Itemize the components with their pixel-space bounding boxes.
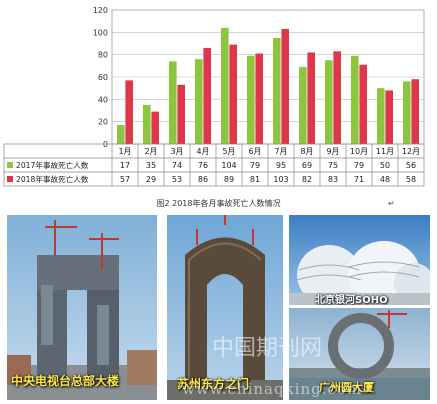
bar-2018 <box>177 84 185 144</box>
data-label: 74 <box>172 161 182 170</box>
legend-label: 2018年事故死亡人数 <box>16 174 89 184</box>
data-label: 71 <box>354 175 364 184</box>
photo-galaxy-soho: 北京银河SOHO <box>289 215 430 305</box>
y-tick-label: 80 <box>98 51 108 60</box>
x-tick-label: 12月 <box>402 147 420 156</box>
x-tick-label: 10月 <box>350 147 368 156</box>
photo-label-cctv: 中央电视台总部大楼 <box>11 374 120 388</box>
legend-swatch <box>7 162 13 168</box>
cctv-building-illustration <box>7 220 157 400</box>
bar-2017 <box>299 66 307 144</box>
y-tick-label: 40 <box>98 95 108 104</box>
data-label: 75 <box>328 161 338 170</box>
data-label: 79 <box>354 161 364 170</box>
x-tick-label: 8月 <box>300 147 313 156</box>
x-tick-label: 9月 <box>326 147 339 156</box>
data-label: 95 <box>276 161 286 170</box>
figure-caption: 图2 2018年各月事故死亡人数情况 ↵ <box>0 198 437 209</box>
photo-suzhou-gate: 苏州东方之门 <box>167 215 283 400</box>
bar-2018 <box>385 90 393 144</box>
bar-2018 <box>255 53 263 144</box>
y-tick-label: 120 <box>93 6 108 15</box>
data-label: 104 <box>221 161 236 170</box>
data-label: 103 <box>273 175 288 184</box>
x-tick-label: 1月 <box>118 147 131 156</box>
data-label: 89 <box>224 175 234 184</box>
data-label: 58 <box>406 175 416 184</box>
photo-cctv-building: 中央电视台总部大楼 <box>7 215 157 400</box>
galaxy-soho-illustration <box>289 241 430 305</box>
data-label: 69 <box>302 161 312 170</box>
photo-guangzhou-circle: 广州圆大厦 <box>289 308 430 400</box>
data-label: 48 <box>380 175 390 184</box>
data-label: 35 <box>146 161 156 170</box>
photo-label-suzhou: 苏州东方之门 <box>177 377 250 391</box>
bar-2018 <box>229 44 237 144</box>
data-label: 76 <box>198 161 208 170</box>
bar-2018 <box>359 64 367 144</box>
bar-2017 <box>169 61 177 144</box>
photo-label-galaxy-soho: 北京银河SOHO <box>315 295 388 305</box>
data-label: 81 <box>250 175 260 184</box>
data-label: 83 <box>328 175 338 184</box>
data-label: 82 <box>302 175 312 184</box>
data-label: 17 <box>120 161 130 170</box>
photo-label-guangzhou: 广州圆大厦 <box>319 381 374 394</box>
caption-text: 图2 2018年各月事故死亡人数情况 <box>156 199 281 208</box>
x-tick-label: 3月 <box>170 147 183 156</box>
guangzhou-circle-illustration <box>289 310 430 400</box>
data-label: 86 <box>198 175 208 184</box>
bar-2017 <box>143 104 151 144</box>
x-tick-label: 5月 <box>222 147 235 156</box>
bar-2018 <box>333 51 341 144</box>
x-tick-label: 4月 <box>196 147 209 156</box>
data-label: 79 <box>250 161 260 170</box>
bar-2017 <box>117 125 125 144</box>
y-axis: 0 20 40 60 80 100 120 <box>93 6 108 149</box>
data-label: 53 <box>172 175 182 184</box>
bar-2018 <box>307 52 315 144</box>
bar-2018 <box>203 47 211 144</box>
x-tick-label: 11月 <box>376 147 394 156</box>
bar-2017 <box>221 27 229 144</box>
y-tick-label: 0 <box>103 140 108 149</box>
legend-label: 2017年事故死亡人数 <box>16 160 89 170</box>
x-tick-label: 7月 <box>274 147 287 156</box>
bar-2017 <box>273 37 281 144</box>
data-label: 57 <box>120 175 130 184</box>
bar-2018 <box>411 79 419 144</box>
bar-2017 <box>351 55 359 144</box>
bar-2017 <box>403 81 411 144</box>
bar-2017 <box>325 60 333 144</box>
bar-2018 <box>281 28 289 144</box>
data-label: 50 <box>380 161 390 170</box>
bar-2017 <box>377 88 385 144</box>
y-tick-label: 60 <box>98 73 108 82</box>
bar-2017 <box>195 59 203 145</box>
bar-chart: 0 20 40 60 80 100 120 1月 2月 3月 4月 5月 6月 7月 8月 9月 10月 11月… <box>3 6 425 187</box>
paragraph-mark: ↵ <box>388 199 395 208</box>
data-label: 29 <box>146 175 156 184</box>
chart-bars <box>117 27 419 145</box>
legend-swatch <box>7 176 13 182</box>
bar-2017 <box>247 55 255 144</box>
x-tick-label: 6月 <box>248 147 261 156</box>
y-tick-label: 20 <box>98 118 108 127</box>
data-label: 56 <box>406 161 416 170</box>
suzhou-gate-illustration <box>167 215 283 400</box>
bar-2018 <box>151 111 159 144</box>
y-tick-label: 100 <box>93 28 108 37</box>
data-table: 1月 2月 3月 4月 5月 6月 7月 8月 9月 10月 11月 12月 2017年事故死亡人数 17… <box>3 143 425 187</box>
x-tick-label: 2月 <box>144 147 157 156</box>
table-frame <box>3 143 425 187</box>
bar-2018 <box>125 80 133 144</box>
